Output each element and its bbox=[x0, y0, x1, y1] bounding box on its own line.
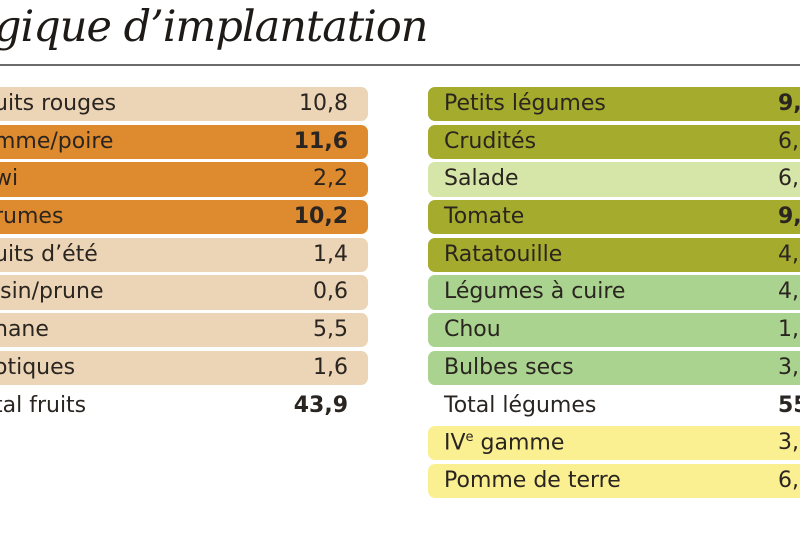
fruit-row: uits rouges 10,8 bbox=[0, 87, 368, 122]
fruit-label: mme/poire bbox=[0, 128, 114, 154]
vegetable-row: Crudités 6, bbox=[428, 124, 800, 159]
vegetable-value: 6, bbox=[778, 128, 799, 154]
fruit-value: 0,6 bbox=[313, 279, 348, 305]
vegetable-row: Pomme de terre 6, bbox=[428, 463, 800, 499]
vegetables-table: Petits légumes 9, Crudités 6, Salade 6, Tom… bbox=[428, 87, 800, 502]
vegetable-label: Bulbes secs bbox=[444, 354, 574, 380]
vegetable-row: IVe gamme 3, bbox=[428, 426, 800, 461]
vegetable-value: 3, bbox=[778, 354, 799, 380]
fruit-value: 10,2 bbox=[293, 204, 348, 230]
vegetable-label: Salade bbox=[444, 166, 519, 192]
vegetable-row: Salade 6, bbox=[428, 162, 800, 197]
vegetable-value: 9, bbox=[778, 91, 800, 116]
vegetable-row: Légumes à cuire 4, bbox=[428, 275, 800, 310]
fruit-label: otiques bbox=[0, 354, 76, 380]
vegetable-label: Crudités bbox=[444, 128, 537, 154]
vegetable-label: IVe gamme bbox=[444, 430, 564, 455]
fruit-value: 5,5 bbox=[313, 317, 348, 343]
fruit-row: nane 5,5 bbox=[0, 313, 368, 348]
vegetable-label-rest: gamme bbox=[473, 430, 565, 456]
fruit-label: rumes bbox=[0, 204, 64, 230]
vegetable-value: 3, bbox=[778, 430, 799, 456]
vegetable-label: Pomme de terre bbox=[444, 467, 621, 493]
fruit-row: wi 2,2 bbox=[0, 162, 368, 197]
vegetable-row: Bulbes secs 3, bbox=[428, 350, 800, 385]
fruit-row: rumes 10,2 bbox=[0, 200, 368, 235]
fruit-row: isin/prune 0,6 bbox=[0, 275, 368, 310]
fruit-value: 2,2 bbox=[313, 166, 348, 192]
vegetable-total-value: 55, bbox=[778, 392, 800, 418]
fruit-total-row: tal fruits 43,9 bbox=[0, 389, 368, 423]
fruit-label: wi bbox=[0, 166, 19, 192]
fruit-total-value: 43,9 bbox=[293, 392, 348, 418]
vegetable-value: 6, bbox=[778, 166, 799, 192]
fruit-label: uits rouges bbox=[0, 91, 117, 116]
vegetable-value: 1, bbox=[778, 317, 799, 343]
vegetable-row: Chou 1, bbox=[428, 313, 800, 348]
fruit-row: uits d’été 1,4 bbox=[0, 237, 368, 272]
fruit-value: 1,6 bbox=[313, 354, 348, 380]
vegetable-label: Chou bbox=[444, 317, 501, 343]
fruit-value: 11,6 bbox=[293, 128, 348, 154]
title-divider bbox=[0, 64, 800, 66]
fruit-label: isin/prune bbox=[0, 279, 104, 305]
vegetable-label-superscript: e bbox=[465, 430, 474, 446]
vegetable-row: Petits légumes 9, bbox=[428, 87, 800, 122]
vegetable-total-row: Total légumes 55, bbox=[428, 389, 800, 423]
fruit-label: uits d’été bbox=[0, 241, 98, 267]
vegetable-value: 6, bbox=[778, 467, 799, 493]
page-title: gique d’implantation bbox=[0, 2, 428, 52]
fruit-row: mme/poire 11,6 bbox=[0, 124, 368, 159]
fruit-row: otiques 1,6 bbox=[0, 350, 368, 385]
vegetable-row: Ratatouille 4, bbox=[428, 237, 800, 272]
vegetable-value: 4, bbox=[778, 279, 799, 305]
fruit-label: nane bbox=[0, 317, 49, 343]
vegetable-value: 4, bbox=[778, 241, 799, 267]
vegetable-label: Ratatouille bbox=[444, 241, 563, 267]
vegetable-label: Petits légumes bbox=[444, 91, 606, 116]
fruits-table: uits rouges 10,8 mme/poire 11,6 wi 2,2 rume… bbox=[0, 87, 368, 426]
fruit-value: 10,8 bbox=[299, 91, 348, 116]
vegetable-label: Légumes à cuire bbox=[444, 279, 626, 305]
vegetable-label: Tomate bbox=[444, 204, 525, 230]
fruit-value: 1,4 bbox=[313, 241, 348, 267]
vegetable-row: Tomate 9, bbox=[428, 200, 800, 235]
vegetable-total-label: Total légumes bbox=[444, 392, 597, 418]
fruit-total-label: tal fruits bbox=[0, 392, 87, 418]
vegetable-label-roman: IV bbox=[444, 430, 466, 456]
vegetable-value: 9, bbox=[778, 204, 800, 230]
